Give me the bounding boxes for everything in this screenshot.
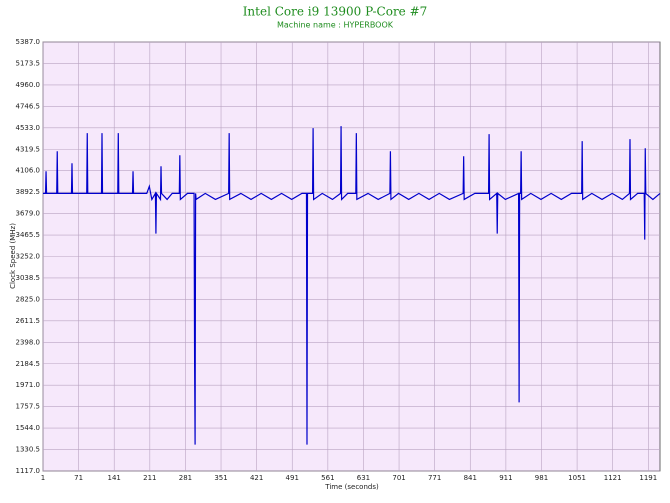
chart-title: Intel Core i9 13900 P-Core #7 (243, 5, 428, 19)
x-tick-label: 701 (392, 474, 405, 482)
y-tick-label: 2825.0 (16, 295, 41, 303)
series-line (43, 126, 661, 445)
x-tick-label: 631 (357, 474, 370, 482)
y-tick-label: 1117.0 (16, 467, 41, 475)
x-tick-label: 281 (179, 474, 192, 482)
y-axis-label: Clock Speed (MHz) (9, 223, 17, 289)
x-tick-label: 421 (250, 474, 263, 482)
y-tick-label: 3252.0 (16, 253, 41, 261)
y-tick-label: 1971.0 (16, 381, 41, 389)
x-tick-label: 351 (214, 474, 227, 482)
y-tick-label: 4106.0 (16, 167, 41, 175)
y-tick-label: 4533.0 (16, 124, 41, 132)
y-tick-label: 4960.0 (16, 81, 41, 89)
x-tick-label: 1121 (604, 474, 622, 482)
y-tick-label: 5173.5 (16, 59, 41, 67)
y-tick-label: 3679.0 (16, 210, 41, 218)
y-tick-label: 1544.0 (16, 424, 41, 432)
x-tick-label: 491 (286, 474, 299, 482)
x-tick-label: 211 (143, 474, 156, 482)
x-tick-label: 1191 (639, 474, 657, 482)
y-tick-label: 5387.0 (16, 38, 41, 46)
x-tick-label: 771 (428, 474, 441, 482)
y-tick-label: 2184.5 (16, 360, 41, 368)
x-tick-label: 1 (41, 474, 45, 482)
x-tick-label: 981 (535, 474, 548, 482)
x-tick-label: 1051 (568, 474, 586, 482)
y-tick-label: 3465.5 (16, 231, 41, 239)
y-tick-label: 1330.5 (16, 446, 41, 454)
x-tick-label: 71 (74, 474, 83, 482)
x-tick-label: 561 (321, 474, 334, 482)
y-tick-label: 1757.5 (16, 403, 41, 411)
chart-subtitle: Machine name : HYPERBOOK (277, 21, 394, 30)
y-tick-label: 4746.5 (16, 102, 41, 110)
y-tick-label: 4319.5 (16, 145, 41, 153)
y-tick-label: 2398.0 (16, 338, 41, 346)
x-tick-label: 911 (499, 474, 512, 482)
y-tick-label: 3892.5 (16, 188, 41, 196)
x-tick-label: 841 (464, 474, 477, 482)
y-tick-label: 2611.5 (16, 317, 41, 325)
x-tick-label: 141 (108, 474, 121, 482)
y-tick-label: 3038.5 (16, 274, 41, 282)
x-axis-label: Time (seconds) (324, 483, 379, 491)
